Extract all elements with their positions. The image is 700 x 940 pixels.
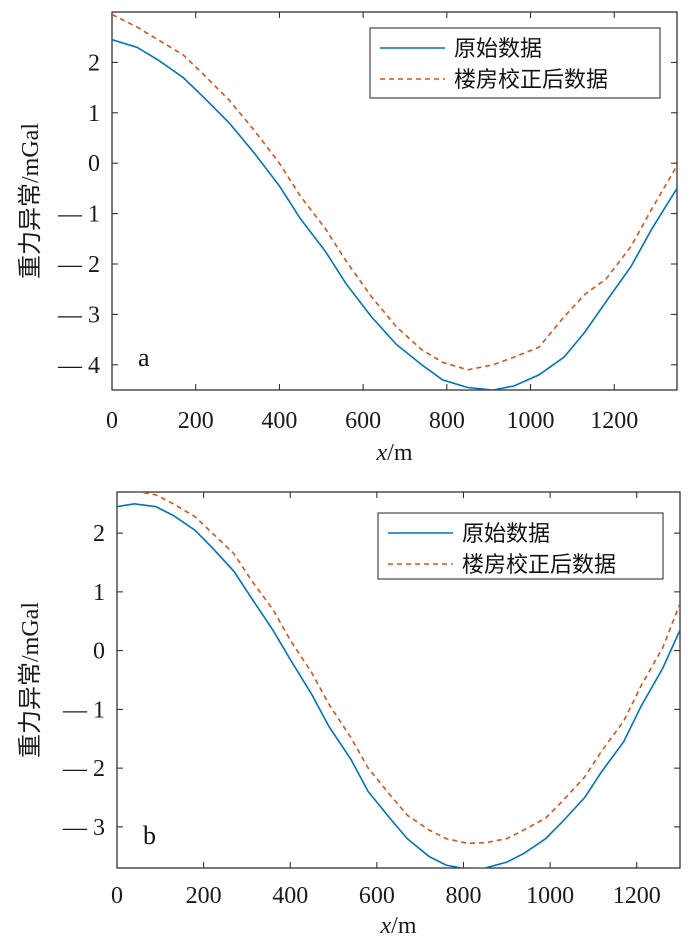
x-tick-label: 200 [186, 883, 222, 909]
x-axis-label-unit: /m [391, 913, 417, 939]
x-tick-label: 800 [445, 883, 481, 909]
legend-label: 楼房校正后数据 [454, 68, 608, 93]
x-tick-label: 0 [106, 408, 118, 434]
legend-label: 原始数据 [454, 37, 542, 62]
series-line-original [112, 38, 677, 390]
y-tick-label: 0 [88, 151, 100, 177]
legend-label: 楼房校正后数据 [462, 553, 616, 578]
x-axis-label: x/m [380, 913, 417, 939]
y-tick-label: — 3 [62, 815, 105, 841]
chart-panel-b: 0 200 400 600 800 1000 1200 2 1 0 — 1 — 2 — 3 x/m 重力异常… [17, 491, 681, 939]
y-tick-label: — 4 [57, 353, 100, 379]
plot-frame [116, 491, 681, 869]
plot-frame [111, 11, 678, 391]
x-axis-label: x/m [376, 440, 413, 466]
x-tick-label: 600 [345, 408, 381, 434]
y-tick-label: 1 [93, 580, 105, 606]
chart-panel-a: 0 200 400 600 800 1000 1200 2 1 0 — 1 — 2 — 3 — 4 x/m 重… [17, 11, 678, 466]
y-tick-label: — 2 [62, 756, 105, 782]
y-tick-label: — 2 [57, 252, 100, 278]
legend-box [369, 27, 661, 99]
legend-box [377, 512, 664, 580]
y-axis-label: 重力异常/mGal [17, 602, 44, 758]
x-tick-label: 1000 [526, 883, 574, 909]
series-line-original [117, 502, 680, 868]
y-tick-label: 2 [88, 50, 100, 76]
y-tick-label: — 1 [62, 697, 105, 723]
x-axis-label-variable: x [376, 440, 388, 466]
x-tick-label: 0 [111, 883, 123, 909]
x-tick-label: 800 [429, 408, 465, 434]
y-tick-label: 0 [93, 639, 105, 665]
y-tick-label: — 3 [57, 302, 100, 328]
legend-label: 原始数据 [462, 522, 550, 547]
x-tick-label: 400 [272, 883, 308, 909]
x-tick-label: 1000 [507, 408, 555, 434]
series-line-corrected [112, 13, 677, 371]
x-axis-label-unit: /m [387, 440, 413, 466]
x-axis-label-variable: x [380, 913, 392, 939]
series-line-corrected [136, 492, 680, 845]
y-tick-label: — 1 [57, 202, 100, 228]
y-axis-label: 重力异常/mGal [17, 123, 44, 279]
x-tick-label: 200 [178, 408, 214, 434]
x-tick-label: 1200 [613, 883, 661, 909]
panel-label: a [138, 343, 150, 372]
x-tick-label: 1200 [590, 408, 638, 434]
y-tick-label: 1 [88, 101, 100, 127]
y-tick-label: 2 [93, 521, 105, 547]
x-tick-label: 400 [261, 408, 297, 434]
panel-label: b [143, 821, 156, 850]
x-tick-label: 600 [359, 883, 395, 909]
